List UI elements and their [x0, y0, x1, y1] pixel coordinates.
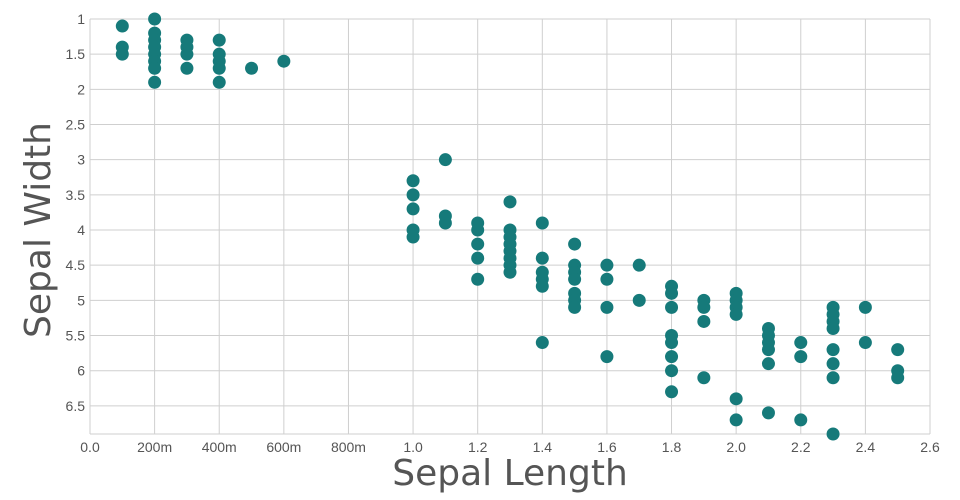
- data-point: [761, 343, 775, 357]
- data-point: [761, 406, 775, 420]
- data-point: [535, 251, 549, 265]
- y-axis-ticks: 1 1.5 2 2.5 3 3.5 4 4.5 5 5.5 6 6.5: [66, 11, 86, 414]
- data-point: [600, 300, 614, 314]
- data-point: [438, 216, 452, 230]
- data-point: [600, 272, 614, 286]
- y-axis-title: Sepal Width: [18, 122, 59, 338]
- data-point: [697, 314, 711, 328]
- data-point: [729, 392, 743, 406]
- data-point: [503, 195, 517, 209]
- data-point: [665, 350, 679, 364]
- x-tick-label: 2.6: [920, 439, 940, 455]
- data-point: [535, 279, 549, 293]
- data-point: [600, 350, 614, 364]
- data-point: [406, 188, 420, 202]
- data-point: [632, 293, 646, 307]
- y-tick-label: 6.5: [66, 398, 86, 414]
- data-point: [471, 272, 485, 286]
- data-point: [729, 413, 743, 427]
- data-point: [180, 61, 194, 75]
- data-point: [826, 371, 840, 385]
- data-point: [891, 371, 905, 385]
- grid: [89, 18, 931, 435]
- x-tick-label: 1.2: [468, 439, 488, 455]
- x-tick-label: 2.0: [726, 439, 746, 455]
- y-tick-label: 4: [77, 222, 85, 238]
- data-point: [148, 75, 162, 89]
- data-point: [406, 230, 420, 244]
- data-point: [406, 174, 420, 188]
- data-point: [697, 300, 711, 314]
- data-point: [212, 33, 226, 47]
- x-tick-label: 400m: [202, 439, 237, 455]
- x-tick-label: 1.8: [662, 439, 682, 455]
- x-tick-label: 1.6: [597, 439, 617, 455]
- data-point: [826, 321, 840, 335]
- x-axis-title: Sepal Length: [392, 453, 628, 494]
- data-point: [826, 427, 840, 441]
- data-point: [438, 153, 452, 167]
- data-point: [277, 54, 291, 68]
- data-points: [115, 12, 905, 441]
- data-point: [794, 336, 808, 350]
- data-point: [503, 265, 517, 279]
- data-point: [212, 75, 226, 89]
- data-point: [697, 371, 711, 385]
- data-point: [180, 47, 194, 61]
- data-point: [858, 300, 872, 314]
- data-point: [115, 47, 129, 61]
- data-point: [535, 216, 549, 230]
- x-axis-ticks: 0.0 200m 400m 600m 800m 1.0 1.2 1.4 1.6 1.8 2.0 2.2…: [80, 439, 940, 455]
- data-point: [568, 300, 582, 314]
- y-tick-label: 6: [77, 363, 85, 379]
- y-tick-label: 1.5: [66, 46, 86, 62]
- x-tick-label: 600m: [266, 439, 301, 455]
- y-tick-label: 4.5: [66, 257, 86, 273]
- x-tick-label: 1.0: [403, 439, 423, 455]
- data-point: [794, 350, 808, 364]
- data-point: [568, 237, 582, 251]
- y-tick-label: 5.5: [66, 328, 86, 344]
- data-point: [406, 202, 420, 216]
- data-point: [826, 357, 840, 371]
- y-tick-label: 1: [77, 11, 85, 27]
- data-point: [471, 223, 485, 237]
- x-tick-label: 2.2: [791, 439, 811, 455]
- x-tick-label: 1.4: [533, 439, 553, 455]
- data-point: [245, 61, 259, 75]
- y-tick-label: 2: [77, 81, 85, 97]
- data-point: [665, 364, 679, 378]
- y-tick-label: 5: [77, 292, 85, 308]
- x-tick-label: 200m: [137, 439, 172, 455]
- data-point: [665, 300, 679, 314]
- data-point: [115, 19, 129, 33]
- data-point: [568, 272, 582, 286]
- data-point: [761, 357, 775, 371]
- data-point: [471, 237, 485, 251]
- data-point: [148, 12, 162, 26]
- data-point: [826, 343, 840, 357]
- data-point: [632, 258, 646, 272]
- x-tick-label: 0.0: [80, 439, 100, 455]
- x-tick-label: 2.4: [856, 439, 876, 455]
- data-point: [600, 258, 614, 272]
- y-tick-label: 2.5: [66, 117, 86, 133]
- data-point: [665, 286, 679, 300]
- data-point: [729, 307, 743, 321]
- data-point: [858, 336, 872, 350]
- data-point: [665, 336, 679, 350]
- data-point: [212, 61, 226, 75]
- x-tick-label: 800m: [331, 439, 366, 455]
- y-tick-label: 3.5: [66, 187, 86, 203]
- y-tick-label: 3: [77, 152, 85, 168]
- data-point: [891, 343, 905, 357]
- data-point: [665, 385, 679, 399]
- data-point: [794, 413, 808, 427]
- data-point: [471, 251, 485, 265]
- data-point: [535, 336, 549, 350]
- data-point: [148, 61, 162, 75]
